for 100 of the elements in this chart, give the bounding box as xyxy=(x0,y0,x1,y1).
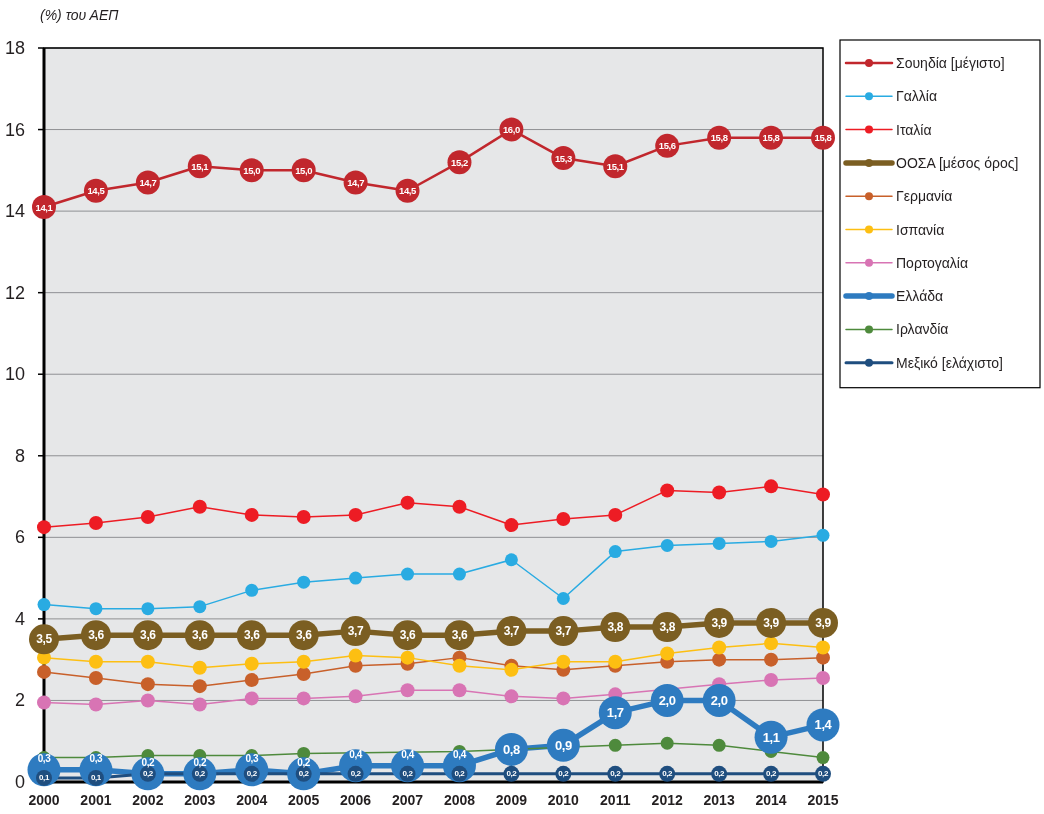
point xyxy=(244,691,259,706)
x-tick-label: 2004 xyxy=(236,792,268,808)
data-label: 0,4 xyxy=(453,749,467,761)
point xyxy=(712,536,726,550)
data-label: 3,8 xyxy=(607,620,624,635)
point xyxy=(660,483,675,498)
point xyxy=(192,679,207,694)
point xyxy=(504,662,519,677)
point xyxy=(244,673,259,688)
y-tick-label: 10 xyxy=(4,364,25,385)
legend-label: Ιταλία xyxy=(896,121,932,138)
y-tick-label: 2 xyxy=(14,690,25,711)
data-label: 15,1 xyxy=(191,160,210,172)
point xyxy=(608,738,622,752)
y-tick-label: 0 xyxy=(14,772,25,792)
data-label: 0,2 xyxy=(662,769,674,779)
legend-label: Γαλλία xyxy=(896,88,938,105)
point xyxy=(660,646,675,661)
point xyxy=(816,487,830,502)
data-label: 3,6 xyxy=(399,628,416,643)
point xyxy=(244,656,259,671)
point xyxy=(400,650,415,665)
data-label: 0,3 xyxy=(89,753,104,765)
data-label: 0,4 xyxy=(401,749,415,761)
legend-label: Γερμανία xyxy=(896,188,953,205)
data-label: 1,4 xyxy=(814,717,833,733)
point xyxy=(556,592,570,605)
point xyxy=(764,534,778,548)
data-label: 0,2 xyxy=(141,757,156,769)
point xyxy=(37,520,51,535)
x-tick-label: 2005 xyxy=(288,792,320,808)
legend-label: Ιρλανδία xyxy=(896,321,949,338)
data-label: 3,9 xyxy=(763,615,780,630)
data-label: 14,5 xyxy=(399,185,418,197)
data-label: 15,8 xyxy=(814,132,832,144)
data-label: 15,6 xyxy=(658,140,676,152)
point xyxy=(816,751,830,765)
point xyxy=(37,664,51,679)
data-label: 0,9 xyxy=(554,737,572,753)
data-label: 2,0 xyxy=(658,692,676,708)
point xyxy=(556,654,571,669)
point xyxy=(349,571,363,585)
point xyxy=(348,689,363,704)
data-label: 0,2 xyxy=(297,757,311,769)
point xyxy=(193,600,207,614)
point xyxy=(88,516,103,531)
point xyxy=(244,507,259,522)
data-label: 0,2 xyxy=(454,769,466,779)
point xyxy=(764,652,779,667)
data-label: 0,2 xyxy=(714,769,726,779)
point xyxy=(140,654,155,669)
point xyxy=(764,479,779,494)
point xyxy=(140,677,155,692)
point xyxy=(192,697,207,712)
x-tick-label: 2002 xyxy=(132,792,164,808)
point xyxy=(89,602,103,616)
x-tick-label: 2012 xyxy=(651,792,683,808)
point xyxy=(608,654,623,669)
data-label: 0,2 xyxy=(350,769,362,779)
data-label: 0,4 xyxy=(349,749,363,761)
x-tick-label: 2014 xyxy=(755,792,787,808)
point xyxy=(712,652,727,667)
data-label: 15,0 xyxy=(295,164,313,176)
point xyxy=(556,691,571,706)
data-label: 3,6 xyxy=(192,628,209,643)
data-label: 14,7 xyxy=(139,177,157,189)
point xyxy=(400,495,415,510)
point xyxy=(712,738,726,752)
point xyxy=(452,658,467,673)
data-label: 0,2 xyxy=(142,769,154,779)
data-label: 3,6 xyxy=(243,628,261,643)
x-tick-label: 2001 xyxy=(80,792,112,808)
legend-label: Σουηδία [μέγιστο] xyxy=(896,55,1005,71)
data-label: 0,1 xyxy=(39,773,50,783)
data-label: 0,2 xyxy=(610,769,622,779)
point xyxy=(297,575,311,589)
point xyxy=(296,691,311,706)
point xyxy=(764,673,779,688)
data-label: 3,5 xyxy=(36,632,53,647)
point xyxy=(141,602,155,616)
point xyxy=(88,697,103,712)
point xyxy=(660,539,674,552)
data-label: 3,9 xyxy=(711,615,728,630)
point xyxy=(401,567,415,581)
legend-label: Ελλάδα xyxy=(896,288,944,305)
point xyxy=(712,485,727,500)
x-tick-label: 2009 xyxy=(495,792,528,808)
legend-label: Μεξικό [ελάχιστο] xyxy=(896,354,1003,371)
data-label: 0,1 xyxy=(90,773,102,783)
point xyxy=(296,666,311,681)
data-label: 14,5 xyxy=(87,185,106,197)
x-tick-label: 2003 xyxy=(184,792,216,808)
data-label: 14,7 xyxy=(347,177,365,189)
data-label: 0,3 xyxy=(245,753,259,765)
point xyxy=(88,654,103,669)
point xyxy=(712,640,727,655)
x-tick-label: 2010 xyxy=(547,792,580,808)
data-label: 0,2 xyxy=(246,769,258,779)
legend-label: ΟΟΣΑ [μέσος όρος] xyxy=(896,154,1019,171)
point xyxy=(348,648,363,663)
